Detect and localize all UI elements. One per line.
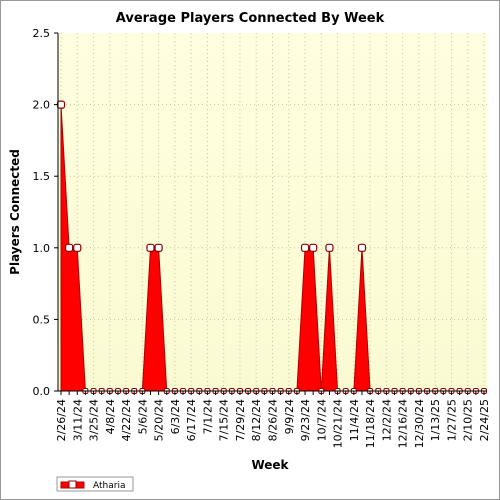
x-tick-label: 2/24/25 xyxy=(478,399,491,441)
x-tick-label: 2/10/25 xyxy=(462,399,475,441)
x-tick-label: 12/2/24 xyxy=(380,399,393,441)
data-point xyxy=(325,243,334,252)
x-tick-label: 7/29/24 xyxy=(234,399,247,441)
y-tick-label: 2.0 xyxy=(33,99,51,112)
legend-marker xyxy=(68,480,77,489)
x-tick-label: 6/3/24 xyxy=(169,399,182,434)
x-tick-label: 11/18/24 xyxy=(364,399,377,448)
plot-area xyxy=(58,33,487,391)
y-tick-labels: 0.0 0.5 1.0 1.5 2.0 2.5 xyxy=(33,27,58,398)
x-tick-label: 5/20/24 xyxy=(153,399,166,441)
data-point xyxy=(309,243,318,252)
x-tick-label: 8/26/24 xyxy=(267,399,280,441)
y-tick-label: 0.5 xyxy=(33,313,51,326)
y-tick-label: 0.0 xyxy=(33,385,51,398)
data-point xyxy=(154,243,163,252)
x-tick-label: 10/7/24 xyxy=(315,399,328,441)
x-tick-label: 1/13/25 xyxy=(429,399,442,441)
x-tick-label: 9/23/24 xyxy=(299,399,312,441)
x-tick-label: 7/15/24 xyxy=(218,399,231,441)
x-tick-label: 7/1/24 xyxy=(201,399,214,434)
data-point xyxy=(300,243,310,252)
y-axis-label: Players Connected xyxy=(8,149,22,275)
x-tick-label: 12/16/24 xyxy=(397,399,410,448)
x-tick-label: 12/30/24 xyxy=(413,399,426,448)
data-point xyxy=(65,243,74,252)
x-tick-label: 11/4/24 xyxy=(348,399,361,441)
y-tick-label: 1.5 xyxy=(33,170,51,183)
x-tick-label: 6/17/24 xyxy=(185,399,198,441)
x-tick-label: 4/22/24 xyxy=(120,399,133,441)
x-tick-label: 8/12/24 xyxy=(250,399,263,441)
legend: Atharia xyxy=(56,476,134,492)
x-tick-label: 4/8/24 xyxy=(104,399,117,434)
x-tick-label: 3/25/24 xyxy=(88,399,101,441)
y-tick-label: 1.0 xyxy=(33,242,51,255)
x-tick-label: 1/27/25 xyxy=(445,399,458,441)
data-point xyxy=(73,243,82,252)
chart-title: Average Players Connected By Week xyxy=(116,11,385,26)
x-axis-label: Week xyxy=(251,458,289,472)
x-tick-labels: 2/26/24 3/11/24 3/25/24 4/8/24 4/22/24 5/6/24… xyxy=(55,391,491,448)
data-point xyxy=(357,243,367,252)
data-point xyxy=(56,100,66,109)
data-point xyxy=(146,243,155,252)
x-tick-label: 9/9/24 xyxy=(283,399,296,434)
y-tick-label: 2.5 xyxy=(33,27,51,40)
x-tick-label: 5/6/24 xyxy=(136,399,149,434)
x-tick-label: 3/11/24 xyxy=(71,399,84,441)
x-tick-label: 2/26/24 xyxy=(55,399,68,441)
legend-label-atharia: Atharia xyxy=(93,481,125,491)
x-tick-label: 10/21/24 xyxy=(332,399,345,448)
